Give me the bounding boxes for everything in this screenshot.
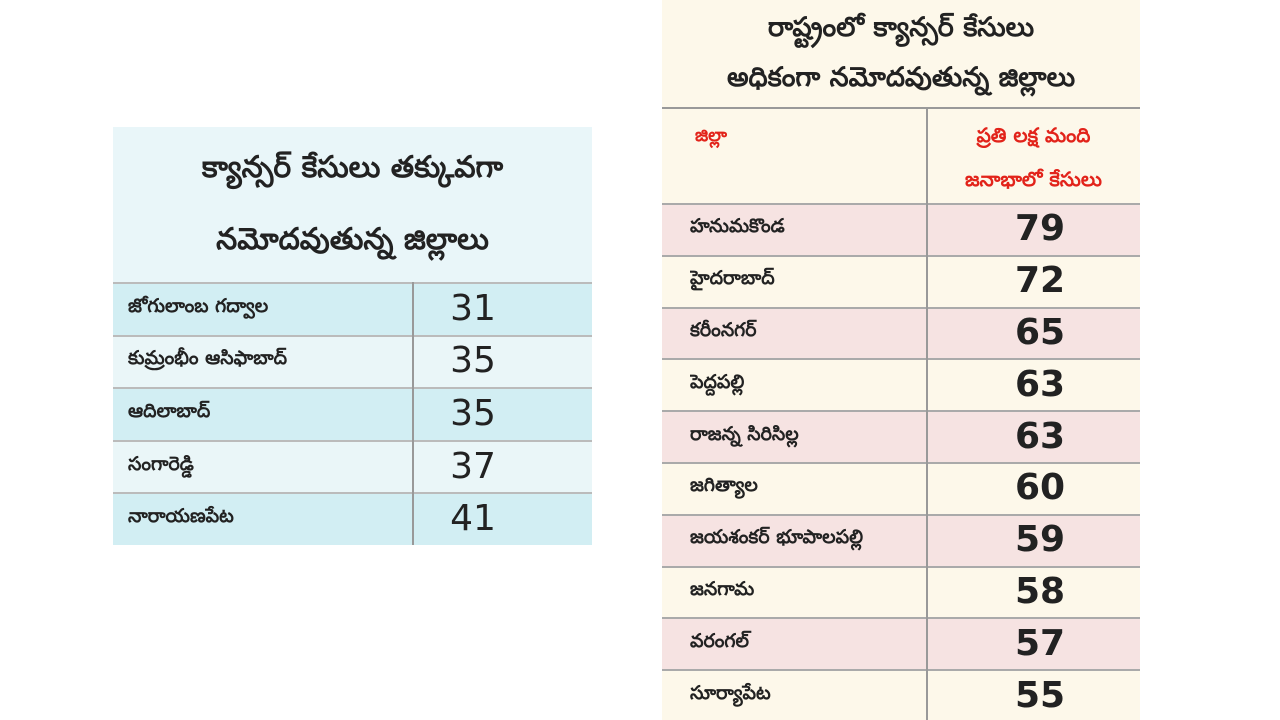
district-name: జోగులాంబ గద్వాల <box>128 294 269 317</box>
table-row <box>662 669 1140 720</box>
district-name: నారాయణపేట <box>128 505 234 528</box>
district-name: పెద్దపల్లి <box>690 370 745 393</box>
case-count: 41 <box>450 498 496 540</box>
case-count: 72 <box>1014 260 1066 302</box>
column-divider <box>412 282 414 545</box>
table-row <box>662 254 1140 307</box>
table-row <box>113 334 592 388</box>
district-name: హనుమకొండ <box>690 215 785 238</box>
case-count: 59 <box>1014 519 1066 561</box>
table-row <box>662 617 1140 670</box>
district-name: జనగామ <box>690 577 755 600</box>
case-count: 58 <box>1014 570 1066 612</box>
table-row <box>662 306 1140 359</box>
district-name: కుమ్రంభీం ఆసిఫాబాద్ <box>128 347 287 370</box>
district-name: జగిత్యాల <box>690 474 758 497</box>
table-row <box>662 358 1140 411</box>
table-title: రాష్ట్రంలో క్యాన్సర్ కేసులు <box>767 12 1035 43</box>
case-count: 63 <box>1014 415 1066 457</box>
case-count: 35 <box>450 340 496 382</box>
district-name: సంగారెడ్డి <box>128 452 194 475</box>
case-count: 79 <box>1014 208 1066 250</box>
header-cell: జిల్లా <box>695 124 728 146</box>
district-name: సూర్యాపేట <box>690 681 771 704</box>
case-count: 35 <box>450 392 496 434</box>
district-name: హైదరాబాద్ <box>690 267 775 290</box>
table-row <box>662 410 1140 462</box>
table-row <box>113 387 592 440</box>
table-row <box>113 492 592 545</box>
table-row <box>662 513 1140 566</box>
table-row <box>113 282 592 335</box>
header-border <box>662 107 1140 109</box>
table-row <box>662 565 1140 618</box>
header-cell: ప్రతి లక్ష మంది <box>976 122 1091 147</box>
case-count: 63 <box>1014 363 1066 405</box>
column-divider <box>926 108 928 720</box>
case-count: 37 <box>450 445 496 487</box>
table-row <box>662 203 1140 255</box>
district-name: వరంగల్ <box>690 629 749 652</box>
district-name: రాజన్న సిరిసిల్ల <box>690 422 799 445</box>
case-count: 65 <box>1014 311 1066 353</box>
table-title: క్యాన్సర్ కేసులు తక్కువగా <box>201 150 504 185</box>
table-row <box>113 439 592 493</box>
case-count: 60 <box>1014 467 1066 509</box>
header-cell: జనాభాలో కేసులు <box>965 166 1102 191</box>
table-title: అధికంగా నమోదవుతున్న జిల్లాలు <box>726 62 1076 93</box>
district-name: కరీంనగర్ <box>690 318 757 341</box>
case-count: 55 <box>1014 674 1066 716</box>
case-count: 57 <box>1014 622 1066 664</box>
case-count: 31 <box>450 287 496 329</box>
table-row <box>662 462 1140 514</box>
district-name: ఆదిలాబాద్ <box>128 399 211 422</box>
district-name: జయశంకర్ భూపాలపల్లి <box>690 526 864 549</box>
table-title: నమోదవుతున్న జిల్లాలు <box>216 222 489 257</box>
